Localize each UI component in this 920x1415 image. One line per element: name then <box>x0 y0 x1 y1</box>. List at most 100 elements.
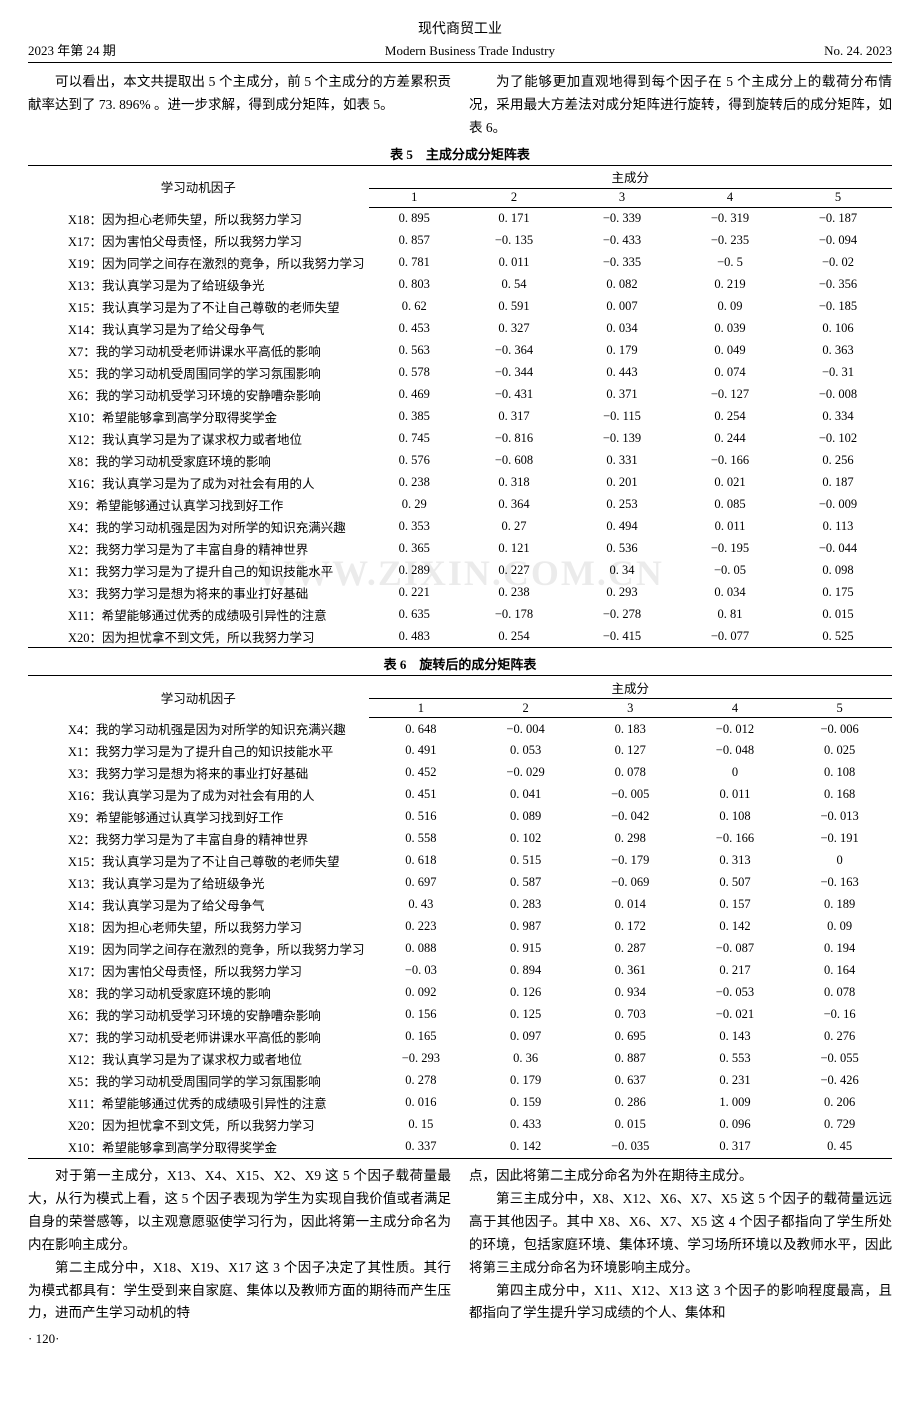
cell-value: 0. 703 <box>578 1004 683 1026</box>
cell-value: 0. 317 <box>683 1136 788 1159</box>
cell-value: 0. 041 <box>473 784 578 806</box>
factor-label: X8：我的学习动机受家庭环境的影响 <box>28 982 369 1004</box>
cell-value: 0. 587 <box>473 872 578 894</box>
cell-value: 0. 553 <box>683 1048 788 1070</box>
analysis-left-p1: 对于第一主成分，X13、X4、X15、X2、X9 这 5 个因子载荷量最大，从行… <box>28 1165 451 1257</box>
cell-value: −0. 008 <box>784 383 892 405</box>
cell-value: 0. 014 <box>578 894 683 916</box>
factor-label: X11：希望能够通过优秀的成绩吸引异性的注意 <box>28 1092 369 1114</box>
cell-value: 0. 289 <box>369 559 461 581</box>
cell-value: 0. 098 <box>784 559 892 581</box>
table-row: X1：我努力学习是为了提升自己的知识技能水平0. 4910. 0530. 127… <box>28 740 892 762</box>
cell-value: −0. 05 <box>676 559 784 581</box>
cell-value: −0. 319 <box>676 207 784 229</box>
factor-label: X6：我的学习动机受学习环境的安静嘈杂影响 <box>28 1004 369 1026</box>
cell-value: −0. 5 <box>676 251 784 273</box>
cell-value: 0. 039 <box>676 317 784 339</box>
cell-value: 0. 011 <box>683 784 788 806</box>
cell-value: −0. 431 <box>460 383 568 405</box>
analysis-right-p2: 第三主成分中，X8、X12、X6、X7、X5 这 5 个因子的载荷量远远高于其他… <box>469 1188 892 1280</box>
component-col-header: 2 <box>460 188 568 207</box>
cell-value: −0. 293 <box>369 1048 474 1070</box>
table-row: X6：我的学习动机受学习环境的安静嘈杂影响0. 469−0. 4310. 371… <box>28 383 892 405</box>
component-col-header: 3 <box>568 188 676 207</box>
cell-value: 0. 113 <box>784 515 892 537</box>
cell-value: 0. 254 <box>676 405 784 427</box>
factor-label: X3：我努力学习是想为将来的事业打好基础 <box>28 762 369 784</box>
cell-value: −0. 009 <box>784 493 892 515</box>
cell-value: 0. 469 <box>369 383 461 405</box>
cell-value: 0. 536 <box>568 537 676 559</box>
cell-value: −0. 179 <box>578 850 683 872</box>
cell-value: 0. 089 <box>473 806 578 828</box>
page-header: 现代商贸工业 2023 年第 24 期 Modern Business Trad… <box>28 18 892 63</box>
cell-value: 0. 09 <box>676 295 784 317</box>
cell-value: −0. 433 <box>568 229 676 251</box>
table-row: X10：希望能够拿到高学分取得奖学金0. 3850. 317−0. 1150. … <box>28 405 892 427</box>
cell-value: −0. 055 <box>787 1048 892 1070</box>
cell-value: 0. 096 <box>683 1114 788 1136</box>
factor-label: X19：因为同学之间存在激烈的竞争，所以我努力学习 <box>28 938 369 960</box>
cell-value: −0. 608 <box>460 449 568 471</box>
table5: 学习动机因子主成分12345X18：因为担心老师失望，所以我努力学习0. 895… <box>28 165 892 649</box>
cell-value: 0. 102 <box>473 828 578 850</box>
table-row: X16：我认真学习是为了成为对社会有用的人0. 4510. 041−0. 005… <box>28 784 892 806</box>
component-super-header: 主成分 <box>369 165 892 188</box>
cell-value: 0. 558 <box>369 828 474 850</box>
cell-value: −0. 139 <box>568 427 676 449</box>
cell-value: 0. 088 <box>369 938 474 960</box>
cell-value: −0. 127 <box>676 383 784 405</box>
journal-title-cn: 现代商贸工业 <box>28 18 892 40</box>
cell-value: 0. 62 <box>369 295 461 317</box>
cell-value: 0. 108 <box>787 762 892 784</box>
factor-label: X10：希望能够拿到高学分取得奖学金 <box>28 405 369 427</box>
cell-value: −0. 02 <box>784 251 892 273</box>
cell-value: 0. 244 <box>676 427 784 449</box>
cell-value: 0. 895 <box>369 207 461 229</box>
cell-value: 0. 157 <box>683 894 788 916</box>
table6-caption: 表 6 旋转后的成分矩阵表 <box>28 654 892 673</box>
cell-value: 0. 516 <box>369 806 474 828</box>
table-row: X17：因为害怕父母责怪，所以我努力学习0. 857−0. 135−0. 433… <box>28 229 892 251</box>
cell-value: 0. 34 <box>568 559 676 581</box>
factor-header: 学习动机因子 <box>28 165 369 207</box>
cell-value: 0. 172 <box>578 916 683 938</box>
cell-value: 0. 648 <box>369 718 474 740</box>
cell-value: 0. 576 <box>369 449 461 471</box>
table-row: X20：因为担忧拿不到文凭，所以我努力学习0. 150. 4330. 0150.… <box>28 1114 892 1136</box>
cell-value: 0. 364 <box>460 493 568 515</box>
cell-value: 0. 256 <box>784 449 892 471</box>
factor-label: X14：我认真学习是为了给父母争气 <box>28 317 369 339</box>
issue-info-left: 2023 年第 24 期 <box>28 40 116 59</box>
component-col-header: 2 <box>473 699 578 718</box>
factor-label: X3：我努力学习是想为将来的事业打好基础 <box>28 581 369 603</box>
cell-value: −0. 094 <box>784 229 892 251</box>
factor-label: X18：因为担心老师失望，所以我努力学习 <box>28 916 369 938</box>
cell-value: 0. 729 <box>787 1114 892 1136</box>
cell-value: −0. 235 <box>676 229 784 251</box>
cell-value: 0. 156 <box>369 1004 474 1026</box>
cell-value: 0. 092 <box>369 982 474 1004</box>
cell-value: 0. 745 <box>369 427 461 449</box>
cell-value: 0. 121 <box>460 537 568 559</box>
cell-value: 0. 697 <box>369 872 474 894</box>
cell-value: −0. 013 <box>787 806 892 828</box>
factor-label: X12：我认真学习是为了谋求权力或者地位 <box>28 427 369 449</box>
cell-value: 0. 618 <box>369 850 474 872</box>
cell-value: −0. 029 <box>473 762 578 784</box>
cell-value: 0. 313 <box>683 850 788 872</box>
factor-label: X17：因为害怕父母责怪，所以我努力学习 <box>28 229 369 251</box>
journal-title-en: Modern Business Trade Industry <box>116 43 824 59</box>
cell-value: −0. 044 <box>784 537 892 559</box>
cell-value: −0. 004 <box>473 718 578 740</box>
factor-label: X20：因为担忧拿不到文凭，所以我努力学习 <box>28 625 369 648</box>
cell-value: −0. 135 <box>460 229 568 251</box>
cell-value: −0. 278 <box>568 603 676 625</box>
cell-value: −0. 195 <box>676 537 784 559</box>
table5-caption: 表 5 主成分成分矩阵表 <box>28 144 892 163</box>
cell-value: 0. 452 <box>369 762 474 784</box>
table-row: X11：希望能够通过优秀的成绩吸引异性的注意0. 0160. 1590. 286… <box>28 1092 892 1114</box>
cell-value: 0. 011 <box>676 515 784 537</box>
table-row: X2：我努力学习是为了丰富自身的精神世界0. 5580. 1020. 298−0… <box>28 828 892 850</box>
cell-value: 0. 097 <box>473 1026 578 1048</box>
